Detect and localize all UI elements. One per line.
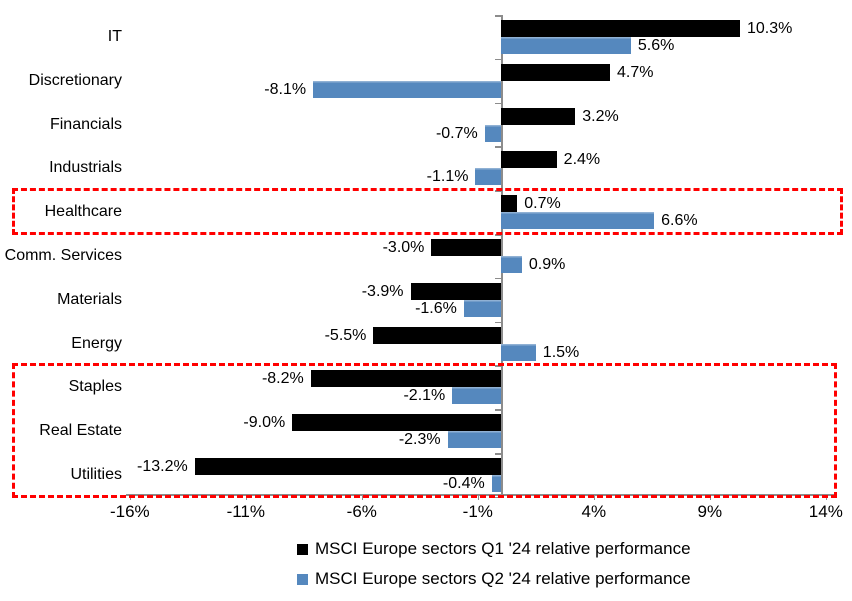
value-label: -8.2%	[261, 370, 304, 388]
value-label: -3.9%	[361, 282, 404, 300]
q2-bar	[452, 387, 501, 405]
category-axis-tick	[495, 277, 501, 280]
value-label: 10.3%	[746, 19, 793, 37]
q2-series-label: MSCI Europe sectors Q2 '24 relative perf…	[315, 569, 691, 588]
category-label: Real Estate	[39, 422, 122, 440]
value-label: 3.2%	[582, 107, 619, 125]
q2-bar	[501, 36, 631, 54]
category-label: Healthcare	[44, 203, 122, 221]
q2-bar	[501, 212, 655, 230]
value-label: -13.2%	[137, 457, 188, 475]
q2-bar	[484, 124, 501, 142]
category-axis-tick	[495, 58, 501, 61]
value-label: -3.0%	[382, 238, 425, 256]
category-label: IT	[107, 27, 122, 45]
category-label: Industrials	[49, 159, 122, 177]
q2-bar	[447, 431, 501, 449]
value-label: -1.1%	[426, 168, 469, 186]
x-axis-tick-label: -1%	[462, 502, 493, 521]
category-axis-tick	[495, 102, 501, 105]
category-axis-tick	[495, 453, 501, 455]
q1-bar	[501, 107, 576, 125]
q1-bar	[501, 19, 740, 37]
q1-series-label: MSCI Europe sectors Q1 '24 relative perf…	[315, 539, 691, 558]
value-label: 0.9%	[528, 255, 566, 273]
highlight-box	[12, 188, 843, 235]
category-label: Utilities	[70, 465, 122, 483]
value-label: 1.5%	[542, 343, 580, 361]
value-label: 6.6%	[661, 212, 698, 230]
x-axis-tick-label: -6%	[346, 502, 377, 521]
category-label: Staples	[68, 378, 122, 396]
q2-bar	[501, 255, 522, 273]
value-label: -5.5%	[324, 326, 367, 344]
value-label: -2.3%	[398, 431, 441, 449]
x-axis-tick-label: -11%	[226, 502, 266, 521]
q1-bar	[373, 326, 501, 344]
category-label: Energy	[71, 334, 122, 352]
q2-bar	[463, 299, 501, 317]
value-label: -0.4%	[442, 474, 485, 492]
q1-bar	[501, 195, 518, 213]
category-axis-tick	[495, 409, 501, 411]
q1-bar	[292, 414, 501, 432]
value-label: 5.6%	[637, 36, 675, 54]
q1-bar	[310, 370, 501, 388]
category-label: Comm. Services	[4, 246, 122, 264]
x-axis-tick-label: 9%	[697, 502, 723, 521]
legend-item-q2: MSCI Europe sectors Q2 '24 relative perf…	[297, 564, 691, 594]
value-label: 2.4%	[563, 151, 601, 169]
q2-series-swatch	[297, 573, 308, 585]
value-label: -2.1%	[403, 387, 446, 405]
q1-series-swatch	[297, 543, 308, 555]
value-label: -0.7%	[435, 124, 478, 142]
chart-legend: MSCI Europe sectors Q1 '24 relative perf…	[297, 534, 691, 594]
q1-bar	[431, 238, 501, 256]
value-label: -1.6%	[415, 299, 457, 317]
q2-bar	[491, 474, 501, 492]
category-label: Materials	[57, 290, 122, 308]
value-label: 4.7%	[617, 63, 654, 81]
legend-item-q1: MSCI Europe sectors Q1 '24 relative perf…	[297, 534, 691, 564]
category-axis-tick	[495, 15, 501, 17]
y-axis-line	[501, 15, 503, 494]
value-label: -9.0%	[243, 414, 286, 432]
x-axis-line	[126, 494, 834, 496]
category-label: Discretionary	[28, 71, 122, 89]
q2-bar	[501, 343, 536, 361]
q1-bar	[194, 457, 501, 475]
category-axis-tick	[495, 321, 501, 324]
value-label: 0.7%	[524, 195, 561, 213]
value-label: -8.1%	[264, 80, 307, 98]
q1-bar	[501, 63, 611, 81]
x-axis-tick-label: 4%	[581, 502, 607, 521]
category-axis-tick	[495, 146, 501, 148]
category-label: Financials	[49, 115, 122, 133]
highlight-box	[12, 363, 837, 498]
q1-bar	[410, 282, 501, 300]
q1-bar	[501, 151, 557, 169]
q2-bar	[313, 80, 501, 98]
x-axis-tick-label: -16%	[109, 502, 150, 521]
q2-bar	[475, 168, 501, 186]
x-axis-tick-label: 14%	[808, 502, 843, 521]
